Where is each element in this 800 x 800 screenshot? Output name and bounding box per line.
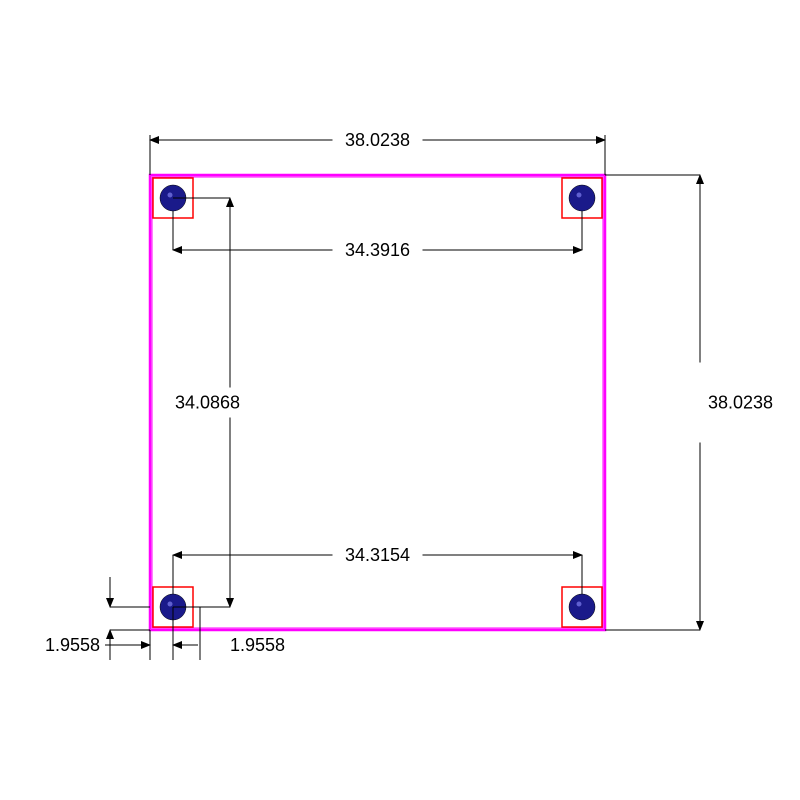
- dim-top-width: 38.0238: [345, 130, 410, 150]
- dim-hole-spacing-top: 34.3916: [345, 240, 410, 260]
- hole-tr: [569, 185, 595, 211]
- hole-br: [569, 594, 595, 620]
- dim-bl-offset-x: 1.9558: [45, 635, 100, 655]
- dim-right-height: 38.0238: [708, 393, 773, 413]
- dim-bl-offset-2: 1.9558: [230, 635, 285, 655]
- dimension-annotations: 38.0238 34.3916 34.3154 34.0868 38.0238 1.955…: [45, 130, 773, 660]
- dim-left-hole-spacing: 34.0868: [175, 393, 240, 413]
- dim-hole-spacing-bottom: 34.3154: [345, 545, 410, 565]
